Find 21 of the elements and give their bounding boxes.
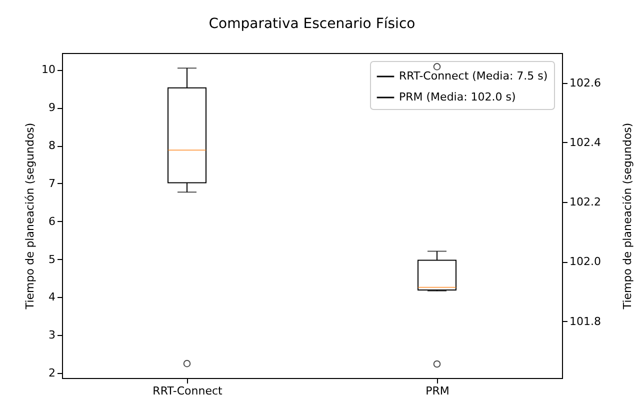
y-tick-label: 7 bbox=[48, 176, 56, 190]
y-tick-label: 9 bbox=[48, 101, 56, 114]
y2-tick-label: 102.4 bbox=[570, 136, 601, 149]
y2-tick-label: 102.2 bbox=[570, 196, 601, 209]
y2-axis-title: Tiempo de planeación (segundos) bbox=[620, 122, 634, 310]
y-tick-label: 5 bbox=[48, 252, 56, 266]
legend-label: RRT-Connect (Media: 7.5 s) bbox=[399, 70, 548, 82]
y2-tick-label: 102.0 bbox=[570, 255, 601, 268]
y-tick-label: 4 bbox=[48, 290, 56, 304]
y-tick-label: 6 bbox=[48, 214, 56, 228]
chart-title: Comparativa Escenario Físico bbox=[208, 16, 416, 32]
y2-tick-label: 102.6 bbox=[570, 76, 601, 90]
legend-label: PRM (Media: 102.0 s) bbox=[399, 90, 516, 104]
y-tick-label: 2 bbox=[48, 366, 56, 380]
x-tick-label: RRT-Connect bbox=[152, 384, 224, 398]
y-tick-label: 10 bbox=[42, 63, 56, 76]
x-tick-label: PRM bbox=[426, 384, 450, 398]
y-axis-title: Tiempo de planeación (segundos) bbox=[24, 122, 37, 310]
y-tick-label: 3 bbox=[48, 328, 56, 342]
y2-tick-label: 101.8 bbox=[570, 314, 601, 328]
y-tick-label: 8 bbox=[48, 139, 56, 152]
